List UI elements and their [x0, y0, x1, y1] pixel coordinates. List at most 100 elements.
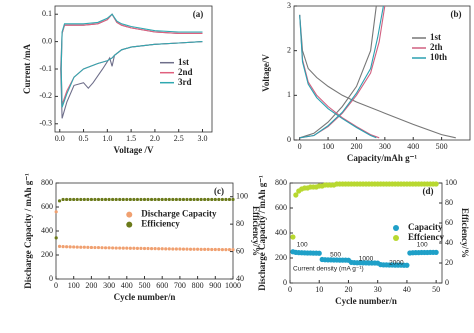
series-point [210, 247, 214, 252]
y2-tick-label: 0 [445, 278, 449, 287]
y2-axis-title: Efficiency/% [460, 208, 470, 258]
series-point [227, 197, 232, 202]
y-tick-label: 1 [287, 90, 291, 99]
series-point [146, 246, 150, 251]
y2-tick-label: 40 [236, 274, 244, 283]
legend-label: 3rd [178, 77, 192, 87]
y-tick-label: 400 [41, 226, 53, 235]
series-point [128, 246, 132, 250]
series-point [192, 247, 196, 251]
x-tick-label: 10 [315, 285, 323, 294]
series-point [79, 245, 83, 249]
series-point [86, 197, 90, 202]
series-point [82, 245, 86, 249]
series-point [135, 197, 140, 202]
series-point [68, 197, 72, 202]
y-tick-label: -0.2 [39, 91, 52, 100]
series-point [206, 197, 210, 202]
series-point [65, 245, 69, 249]
series-point [203, 247, 207, 251]
series-point [75, 245, 79, 249]
series-point [178, 247, 182, 251]
x-tick-label: 500 [436, 142, 448, 151]
series-point [203, 197, 207, 202]
x-tick-label: 300 [379, 142, 391, 151]
x-tick-label: 20 [344, 285, 352, 294]
series-point [153, 197, 157, 202]
series-point [93, 197, 97, 202]
series-point [171, 247, 175, 251]
series-point [118, 246, 122, 250]
series-point [188, 247, 193, 251]
series-point [121, 197, 125, 202]
series-point [111, 197, 115, 202]
x-tick-label: 2.5 [174, 134, 184, 143]
series-point [121, 246, 125, 250]
annotation: 500 [330, 252, 341, 259]
x-tick-label: 100 [322, 142, 334, 151]
series-point [153, 247, 157, 251]
series-point [224, 197, 228, 202]
legend-label: 2nd [178, 67, 193, 77]
series-point [196, 197, 200, 202]
x-tick-label: 500 [139, 281, 151, 290]
x-tick-label: 900 [209, 281, 221, 290]
x-tick-label: 200 [350, 142, 362, 151]
plot-frame [293, 5, 471, 141]
y-tick-label: 800 [41, 178, 53, 187]
panel-label: (c) [214, 186, 224, 196]
series-point [54, 210, 58, 214]
series-point [293, 192, 299, 198]
series-point [114, 246, 118, 250]
series-point [231, 248, 235, 252]
series-point [433, 181, 439, 187]
y-tick-label: 0 [287, 135, 291, 144]
series-point [227, 248, 232, 252]
legend-label: 2th [430, 42, 443, 52]
legend-label: 10th [430, 52, 447, 62]
panel: 0 100 200 300 400 500 600 700 800 900 1000 0 200 400 6… [23, 173, 261, 302]
y-tick-label: 0 [283, 278, 287, 287]
series-point [132, 197, 136, 202]
y2-tick-label: 40 [445, 238, 453, 247]
y2-tick-label: 60 [445, 218, 453, 227]
series-point [149, 197, 154, 202]
series-point [61, 197, 65, 202]
legend-label: Effciency [408, 232, 444, 242]
series-point [96, 245, 101, 250]
y-tick-label: -0.1 [39, 64, 52, 73]
y-axis-title: Discharge Capacity / mAh g⁻¹ [23, 173, 33, 289]
x-tick-label: 2.0 [150, 134, 160, 143]
series-point [142, 197, 147, 202]
y-axis-title: Voltage/V [261, 54, 271, 92]
series-point [132, 246, 136, 250]
series-point [72, 197, 76, 202]
series-point [96, 197, 101, 202]
x-tick-label: 40 [403, 285, 411, 294]
x-tick-label: 0 [288, 285, 292, 294]
series-point [316, 250, 322, 256]
series-point [79, 197, 83, 202]
series-point [199, 247, 203, 251]
legend-label: 1st [430, 32, 441, 42]
series-point [54, 236, 58, 240]
y2-tick-label: 60 [236, 246, 244, 255]
x-tick-label: 0 [54, 281, 58, 290]
series-point [89, 197, 93, 202]
series-point [61, 245, 65, 249]
series-point [178, 197, 182, 202]
series-point [100, 197, 104, 202]
x-axis-title: Cycle number/n [335, 296, 397, 306]
series-point [89, 245, 93, 250]
series-point [433, 249, 439, 255]
y2-tick-label: 100 [236, 192, 248, 201]
series-point [231, 197, 235, 202]
series-point [107, 197, 111, 202]
series-point [65, 197, 69, 202]
panel-label: (a) [193, 9, 204, 19]
series-point [160, 247, 164, 251]
legend-label: Efficiency [141, 219, 180, 229]
series-point [217, 197, 221, 202]
x-axis-title: Capacity/mAh g⁻¹ [347, 153, 418, 163]
